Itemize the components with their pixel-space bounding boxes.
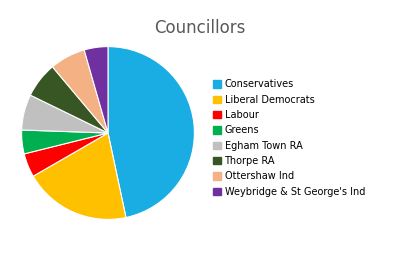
Wedge shape [108,47,194,218]
Wedge shape [52,50,108,133]
Wedge shape [30,67,108,133]
Wedge shape [22,95,108,133]
Text: Councillors: Councillors [154,19,246,37]
Wedge shape [22,130,108,154]
Legend: Conservatives, Liberal Democrats, Labour, Greens, Egham Town RA, Thorpe RA, Otte: Conservatives, Liberal Democrats, Labour… [213,79,365,197]
Wedge shape [33,133,126,219]
Wedge shape [84,47,108,133]
Wedge shape [24,133,108,176]
